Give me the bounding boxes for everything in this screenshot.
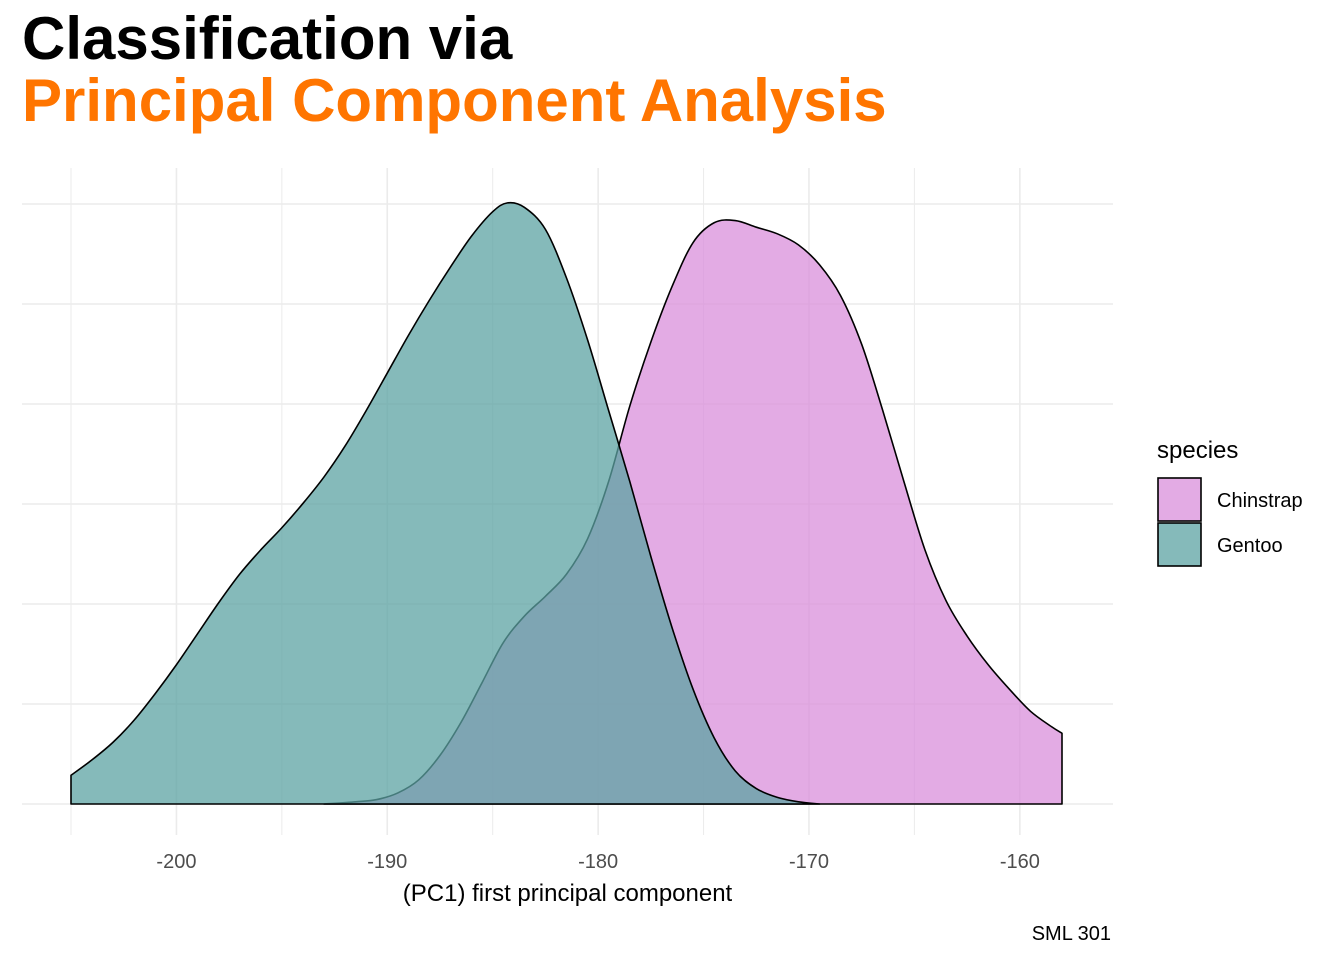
legend-label-chinstrap: Chinstrap xyxy=(1217,490,1303,512)
legend-key-gentoo xyxy=(1157,522,1202,567)
x-tick-label: -180 xyxy=(578,851,618,873)
legend-title: species xyxy=(1157,437,1238,464)
chart-title-line2: Principal Component Analysis xyxy=(22,67,887,134)
chart-title-line1: Classification via xyxy=(22,5,513,72)
x-tick-label: -200 xyxy=(156,851,196,873)
x-axis-ticks: -200 -190 -180 -170 -160 xyxy=(156,851,1039,873)
density-area-gentoo xyxy=(70,201,821,805)
legend-label-gentoo: Gentoo xyxy=(1217,535,1283,557)
x-axis-title: (PC1) first principal component xyxy=(403,880,733,907)
x-tick-label: -170 xyxy=(789,851,829,873)
density-areas xyxy=(70,201,1063,805)
legend-key-chinstrap xyxy=(1157,477,1202,522)
x-tick-label: -190 xyxy=(367,851,407,873)
legend: species Chinstrap Gentoo xyxy=(1157,437,1303,567)
x-tick-label: -160 xyxy=(1000,851,1040,873)
caption: SML 301 xyxy=(1032,923,1111,945)
legend-items: Chinstrap Gentoo xyxy=(1157,477,1303,567)
